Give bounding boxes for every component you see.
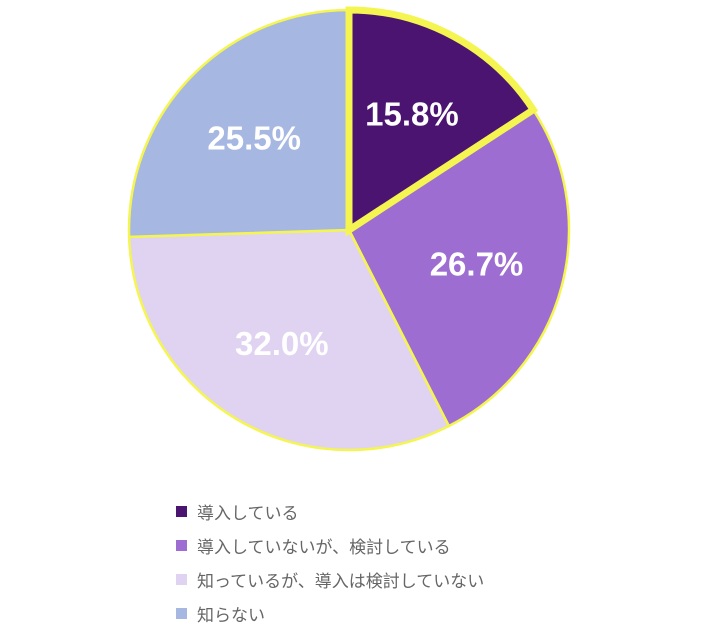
pie-value-labels: 15.8% 26.7% 32.0% 25.5%: [207, 95, 523, 362]
slice-considering[interactable]: [347, 108, 571, 428]
slice-not-considering[interactable]: [127, 228, 451, 452]
slice-value-label: 15.8%: [365, 95, 459, 132]
legend-item-considering[interactable]: 導入していないが、検討している: [176, 528, 696, 562]
legend-swatch: [176, 573, 187, 585]
legend-label: 導入していないが、検討している: [197, 537, 451, 558]
legend-swatch: [176, 505, 187, 517]
pie-slices: [127, 8, 571, 452]
legend-item-introduced[interactable]: 導入している: [176, 494, 696, 528]
pie-highlight: [345, 6, 539, 237]
legend-label: 知らない: [197, 605, 265, 626]
legend-label: 導入している: [197, 503, 299, 524]
slice-value-label: 25.5%: [207, 120, 301, 157]
selected-slice-outline: [345, 6, 539, 237]
slice-value-label: 32.0%: [235, 325, 329, 362]
legend-item-unaware[interactable]: 知らない: [176, 596, 696, 630]
legend-item-not-considering[interactable]: 知っているが、導入は検討していない: [176, 562, 696, 596]
pie-chart: 15.8% 26.7% 32.0% 25.5%: [127, 6, 571, 452]
chart-legend: 導入している 導入していないが、検討している 知っているが、導入は検討していない…: [176, 494, 696, 630]
legend-swatch: [176, 607, 187, 619]
slice-value-label: 26.7%: [430, 246, 524, 283]
slice-unaware[interactable]: [127, 8, 351, 239]
legend-label: 知っているが、導入は検討していない: [197, 571, 485, 592]
legend-swatch: [176, 539, 187, 551]
